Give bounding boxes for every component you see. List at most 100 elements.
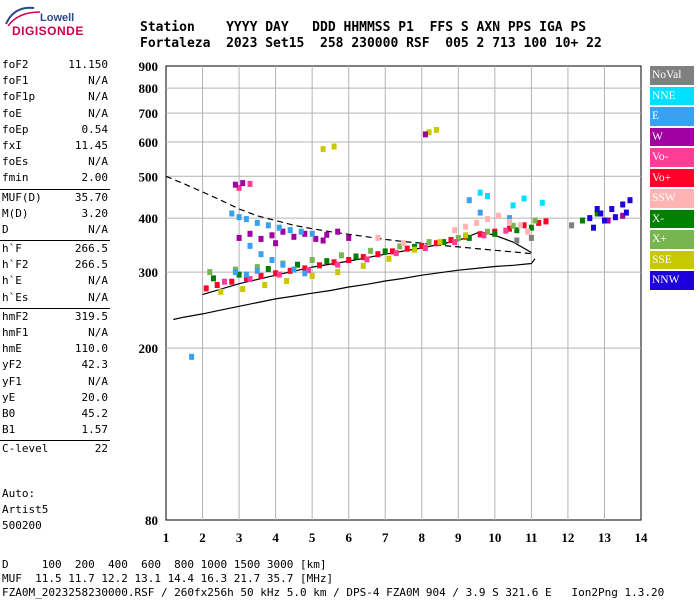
x-tick-label: 5 (309, 530, 316, 545)
data-point-x- (353, 253, 359, 260)
data-point-vo- (214, 282, 220, 288)
data-point-w (247, 230, 253, 237)
param-row: foF1 N/A (0, 74, 110, 90)
data-point-w (346, 234, 352, 241)
data-point-e (280, 261, 286, 268)
y-tick-label: 700 (139, 106, 159, 121)
param-row: B1 1.57 (0, 423, 110, 439)
x-tick-label: 12 (561, 530, 574, 545)
param-row: foE N/A (0, 107, 110, 123)
data-point-nne (477, 189, 483, 196)
param-label: foF1p (2, 90, 36, 104)
param-label: foE (2, 106, 22, 120)
param-value: N/A (88, 155, 108, 169)
data-point-nne (521, 195, 527, 202)
data-point-ssw (474, 219, 480, 226)
param-row: yE 20.0 (0, 391, 110, 407)
data-point-vo- (287, 267, 293, 274)
data-point-x- (528, 224, 534, 231)
data-point-e (229, 210, 235, 217)
param-value: N/A (88, 290, 108, 304)
param-value: 42.3 (81, 358, 109, 372)
data-point-nne (485, 193, 490, 199)
data-point-w (605, 217, 611, 224)
autoscaling-info: Auto: Artist5 500200 (2, 486, 48, 534)
y-tick-label: 800 (139, 81, 159, 96)
param-row: MUF(D) 35.70 (0, 191, 110, 207)
footer-info: D 100 200 400 600 800 1000 1500 3000 [km… (2, 558, 664, 600)
data-point-x- (466, 234, 472, 241)
data-point-vo- (390, 248, 395, 255)
y-tick-label: 600 (139, 135, 159, 150)
data-point-vo- (452, 239, 458, 246)
curves (165, 175, 536, 321)
data-point-w (324, 231, 330, 238)
data-point-sse (320, 146, 326, 153)
ionospheric-parameters: foF2 11.150 foF1 N/A foF1p N/A foE N/A foEp 0.54 f… (0, 58, 110, 459)
param-label: foF2 (2, 58, 29, 71)
data-point-sse (412, 246, 417, 253)
data-point-e (298, 228, 304, 235)
param-separator (0, 188, 110, 190)
footer-distance: D 100 200 400 600 800 1000 1500 3000 [km… (2, 558, 327, 571)
data-point-vo- (229, 278, 235, 285)
param-row: foF2 11.150 (0, 58, 110, 74)
station-header: Station YYYY DAY DDD HHMMSS P1 FFS S AXN… (140, 20, 602, 52)
data-point-ssw (401, 240, 406, 247)
param-label: C-level (2, 442, 49, 456)
data-point-x- (265, 266, 271, 272)
param-value: 35.70 (74, 190, 108, 204)
data-point-noval (528, 234, 534, 241)
data-point-vo- (375, 251, 381, 258)
param-separator (0, 440, 110, 442)
param-row: M(D) 3.20 (0, 207, 110, 223)
data-point-x- (441, 239, 447, 246)
data-point-nnw (594, 206, 600, 212)
data-point-vo- (521, 222, 527, 229)
data-point-x- (532, 217, 538, 224)
y-tick-label: 80 (145, 513, 158, 528)
legend-item-w: W (650, 127, 694, 146)
param-label: yF1 (2, 374, 22, 388)
param-row: fmin 2.00 (0, 171, 110, 187)
data-point-vo- (222, 278, 227, 285)
data-point-vo- (243, 275, 249, 282)
data-point-vo- (346, 257, 352, 263)
data-point-w (240, 180, 246, 187)
param-row: hmF2 319.5 (0, 310, 110, 326)
param-value: N/A (88, 106, 108, 120)
param-label: D (2, 222, 9, 236)
data-point-x- (397, 243, 403, 250)
data-point-ssw (463, 223, 469, 230)
data-point-sse (284, 278, 290, 284)
data-point-x- (485, 228, 490, 235)
param-value: 2.00 (81, 171, 109, 185)
data-point-e (269, 257, 275, 263)
y-tick-label: 500 (139, 169, 159, 184)
data-point-e (466, 197, 472, 204)
data-point-nnw (602, 217, 607, 224)
param-label: yE (2, 390, 16, 404)
param-row: yF2 42.3 (0, 358, 110, 374)
header-line-2: Fortaleza 2023 Set15 258 230000 RSF 005 … (140, 36, 602, 51)
data-point-nnw (587, 215, 593, 222)
data-point-e (507, 215, 512, 222)
data-point-vo- (536, 219, 542, 226)
param-value: 3.20 (81, 206, 109, 220)
footer-muf: MUF 11.5 11.7 12.2 13.1 14.4 16.3 21.7 3… (2, 572, 334, 585)
data-point-nnw (609, 206, 615, 212)
data-point-nnw (627, 197, 633, 204)
param-label: MUF(D) (2, 190, 42, 204)
x-tick-labels: 1 2 3 4 5 6 7 8 9 10 11 12 13 14 (163, 530, 648, 545)
data-point-w (280, 228, 286, 235)
legend-item-vo-: Vo- (650, 148, 694, 167)
data-point-w (335, 228, 341, 235)
data-point-ssw (525, 228, 531, 235)
data-point-w (269, 232, 275, 239)
data-point-x- (368, 247, 374, 254)
param-row: fxI 11.45 (0, 139, 110, 155)
data-point-x- (338, 252, 344, 259)
data-point-w (422, 131, 428, 138)
x-tick-label: 9 (455, 530, 462, 545)
data-point-x- (309, 257, 315, 263)
